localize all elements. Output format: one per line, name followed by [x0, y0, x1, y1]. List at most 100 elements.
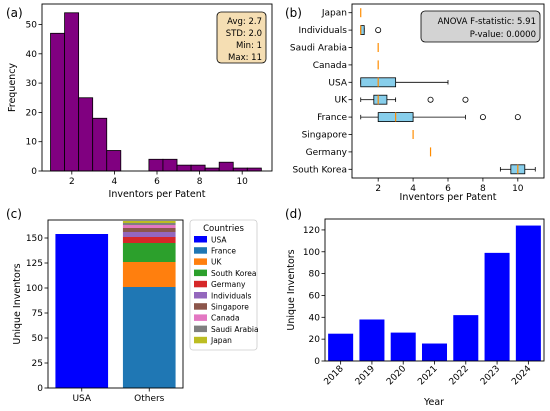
- y-axis-label-a: Frequency: [7, 63, 18, 112]
- histogram-bar-9: [176, 164, 192, 172]
- y-tick-label-c-25: 25: [32, 359, 43, 369]
- x-tick-label-d-2019: 2019: [354, 364, 377, 387]
- stacked-segment-others-germany: [122, 237, 176, 243]
- stacked-segment-others-singapore: [122, 228, 176, 232]
- stacked-segment-others-canada: [122, 225, 176, 228]
- y-tick-label-a-50: 50: [26, 21, 38, 31]
- panel-label-c: (c): [6, 207, 22, 221]
- stacked-segment-others-france: [122, 287, 176, 388]
- legend-swatch-canada: [194, 314, 207, 321]
- bar-2021: [421, 343, 448, 361]
- stacked-segment-others-south-korea: [122, 243, 176, 262]
- anova-box: ANOVA F-statistic: 5.91 P-value: 0.0000: [420, 10, 541, 43]
- y-tick-label-a-0: 0: [31, 167, 37, 177]
- legend-swatch-france: [194, 247, 207, 254]
- histogram-bar-1: [64, 12, 80, 172]
- panel-label-b: (b): [285, 6, 302, 20]
- bar-2020: [390, 332, 416, 361]
- x-axis-label-b: Inventors per Patent: [400, 192, 497, 203]
- outlier-france-0: [479, 114, 486, 121]
- legend-swatch-saudi-arabia: [194, 325, 207, 333]
- x-axis-label-d: Year: [423, 397, 444, 408]
- stats-max: Max: 11: [228, 53, 262, 63]
- category-label-canada: Canada: [313, 61, 347, 71]
- legend-swatch-south-korea: [194, 269, 207, 277]
- y-tick-label-a-20: 20: [26, 108, 38, 118]
- y-tick-label-c-150: 150: [26, 234, 43, 244]
- y-tick-label-c-0: 0: [37, 384, 43, 394]
- y-tick-label-c-75: 75: [32, 309, 43, 319]
- outlier-individuals-0: [375, 27, 382, 34]
- legend-c: Countries USA France UK South Korea Germany I…: [189, 219, 259, 351]
- stats-avg: Avg: 2.7: [227, 17, 262, 27]
- legend-swatch-germany: [194, 280, 207, 288]
- legend-swatch-uk: [194, 258, 207, 265]
- anova-p-value: P-value: 0.0000: [470, 30, 536, 40]
- histogram-bar-0: [50, 32, 65, 172]
- panel-c: (c) USA Others 0 25 50 75 100 125 150 Unique In…: [6, 207, 259, 404]
- legend-label-south-korea: South Korea: [211, 269, 256, 278]
- histogram-bar-10: [190, 164, 206, 172]
- x-tick-label-d-2020: 2020: [385, 364, 408, 387]
- y-tick-label-a-10: 10: [26, 138, 38, 148]
- category-label-saudi-arabia: Saudi Arabia: [290, 44, 347, 54]
- anova-f-statistic: ANOVA F-statistic: 5.91: [438, 17, 536, 27]
- x-axis-label-a: Inventors per Patent: [109, 189, 206, 200]
- legend-title: Countries: [203, 224, 244, 234]
- panel-b: (b) 2 4 6 8 10 Japan Individuals Saudi Arabia C…: [285, 3, 545, 203]
- y-tick-label-d-40: 40: [309, 313, 321, 323]
- category-label-japan: Japan: [321, 9, 347, 19]
- x-tick-label-d-2022: 2022: [448, 364, 471, 387]
- legend-swatch-individuals: [194, 292, 207, 299]
- category-label-uk: UK: [335, 96, 349, 106]
- histogram-bar-12: [218, 161, 234, 172]
- category-label-france: France: [317, 113, 347, 123]
- stacked-segment-others-individuals: [122, 232, 176, 237]
- y-tick-label-d-120: 120: [303, 226, 320, 236]
- stacked-segment-others-saudi-arabia: [122, 223, 176, 225]
- anova-box-frame: [420, 10, 541, 43]
- x-tick-label-b-8: 8: [480, 184, 486, 194]
- y-tick-label-d-80: 80: [309, 270, 321, 280]
- plot-frame-d: [324, 218, 545, 362]
- x-tick-label-b-2: 2: [375, 184, 381, 194]
- category-label-singapore: Singapore: [302, 131, 348, 141]
- stats-box-frame: [216, 11, 267, 64]
- x-tick-label-b-10: 10: [512, 184, 524, 194]
- plot-frame-c: [47, 219, 184, 389]
- bar-2019: [359, 319, 385, 361]
- y-tick-label-a-30: 30: [26, 79, 38, 89]
- outlier-uk-1: [462, 96, 469, 103]
- legend-label-singapore: Singapore: [211, 303, 249, 312]
- x-tick-label-a-10: 10: [236, 177, 248, 187]
- histogram-bar-4: [106, 150, 122, 172]
- box-uk: [373, 94, 388, 105]
- category-label-individuals: Individuals: [298, 26, 347, 36]
- panel-label-d: (d): [285, 207, 302, 221]
- legend-label-canada: Canada: [211, 314, 240, 323]
- histogram-bar-7: [148, 158, 164, 172]
- legend-swatch-japan: [194, 336, 207, 344]
- bar-2018: [328, 333, 354, 361]
- x-tick-label-d-2018: 2018: [322, 364, 345, 387]
- x-tick-label-d-2024: 2024: [510, 364, 533, 387]
- legend-label-individuals: Individuals: [211, 291, 252, 300]
- legend-swatch-usa: [194, 236, 207, 243]
- panel-a: (a) 2 4 6 8 10 0 10 20 30 40 50 Inventors per Pat…: [6, 3, 273, 200]
- y-tick-label-d-20: 20: [309, 335, 321, 345]
- y-tick-label-c-125: 125: [26, 259, 43, 269]
- legend-swatch-singapore: [194, 303, 207, 310]
- x-tick-label-c-usa: USA: [72, 394, 91, 404]
- legend-label-japan: Japan: [210, 336, 232, 345]
- stacked-segment-others-uk: [122, 262, 176, 287]
- stacked-segment-others-japan: [122, 221, 176, 223]
- outlier-uk-0: [427, 96, 434, 103]
- y-tick-label-d-0: 0: [314, 357, 320, 367]
- y-tick-label-c-50: 50: [32, 334, 44, 344]
- stats-box: Avg: 2.7 STD: 2.0 Min: 1 Max: 11: [216, 11, 267, 64]
- stacked-segment-usa-usa: [55, 234, 109, 388]
- histogram-bar-2: [78, 97, 94, 172]
- bar-2024: [515, 225, 541, 361]
- x-tick-label-d-2023: 2023: [479, 364, 502, 387]
